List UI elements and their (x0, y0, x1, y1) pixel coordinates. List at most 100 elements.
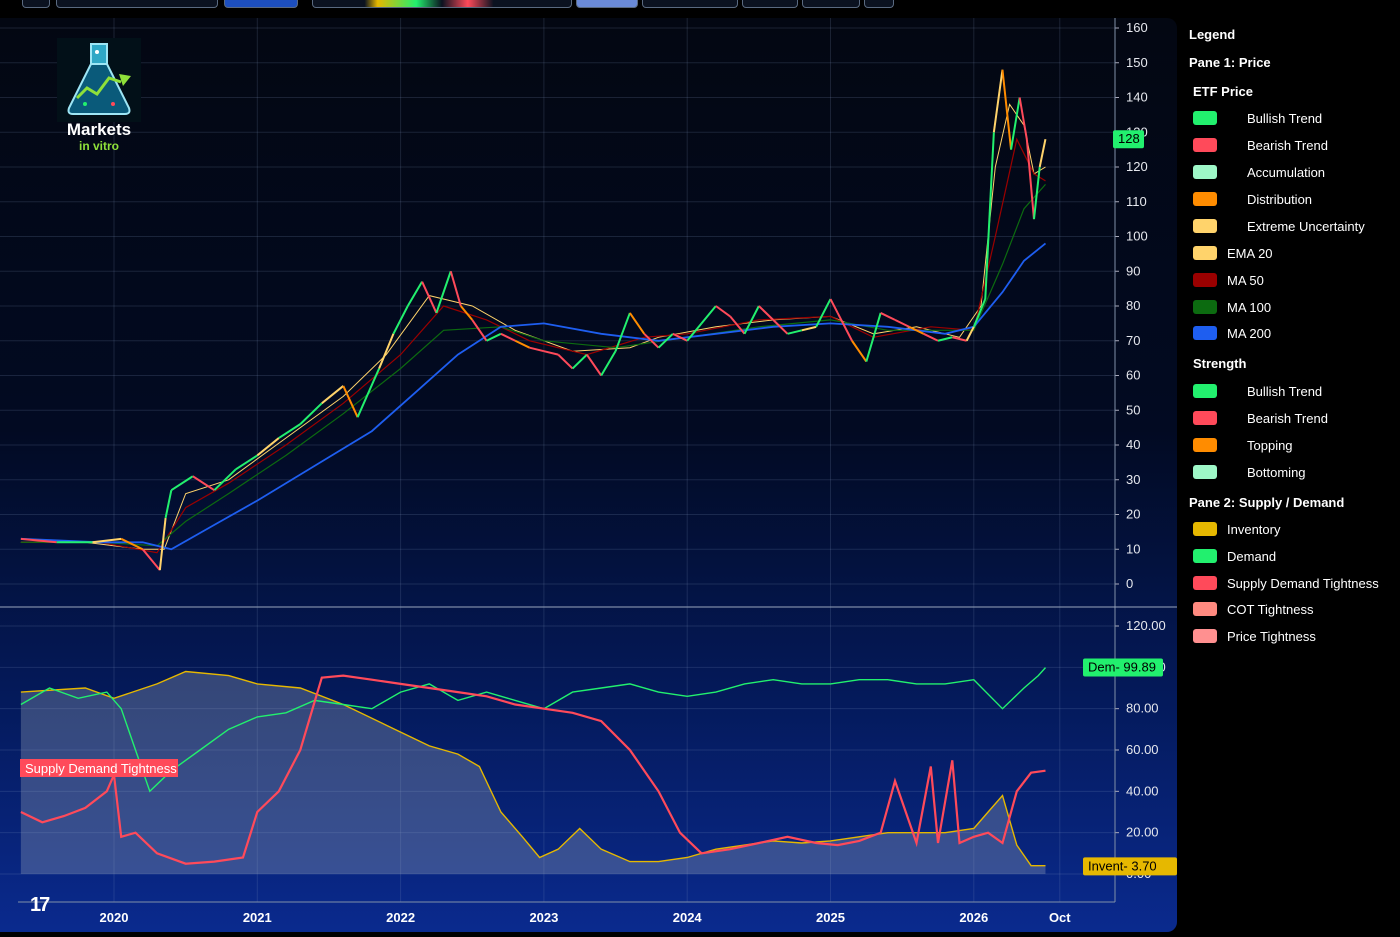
legend-swatch (1193, 300, 1217, 314)
price-segment (758, 305, 774, 321)
price-segment (1025, 139, 1035, 220)
toolbar-tab[interactable] (802, 0, 860, 8)
price-segment (1001, 69, 1013, 150)
last-price-label: 128 (1113, 130, 1144, 149)
price-segment (342, 385, 359, 418)
price-segment (164, 489, 173, 519)
price-segment (471, 319, 488, 342)
price-segment (158, 517, 167, 571)
price-segment (992, 69, 1004, 133)
x-tick-label: Oct (1049, 910, 1071, 925)
price-segment (299, 402, 323, 425)
price-segment (700, 305, 717, 325)
demand-last-label-text: Dem- 99.89 (1088, 660, 1156, 675)
legend-label: Bearish Trend (1247, 410, 1328, 426)
y-tick-label: 90 (1126, 263, 1140, 278)
price-segment (278, 423, 301, 439)
toolbar-tab[interactable] (642, 0, 738, 8)
legend-label: MA 50 (1227, 272, 1264, 288)
legend-label: Demand (1227, 548, 1277, 564)
price-segment (865, 312, 882, 362)
logo-text-markets: Markets (66, 120, 132, 139)
tradingview-logo-icon[interactable]: 17 (30, 894, 50, 916)
legend-title: Legend (1189, 27, 1236, 42)
price-segment (557, 353, 574, 370)
y-tick-label: 30 (1126, 472, 1140, 487)
y-tick-label: 40 (1126, 437, 1140, 452)
legend-item: Price Tightness (1193, 628, 1316, 644)
price-segment (571, 353, 588, 370)
toolbar-tab[interactable] (56, 0, 218, 8)
price-segment (952, 336, 967, 342)
y-tick-label: 120 (1126, 159, 1148, 174)
demand-last-label: Dem- 99.89 (1083, 658, 1163, 677)
toolbar-tab[interactable] (224, 0, 298, 8)
price-segment (894, 319, 910, 328)
price-segment (815, 298, 832, 328)
legend-item: Extreme Uncertainty (1193, 218, 1365, 234)
price-segment (657, 333, 674, 349)
y-tick-label: 110 (1126, 194, 1147, 209)
legend-label: Bearish Trend (1247, 137, 1328, 153)
legend-label: MA 200 (1227, 325, 1272, 341)
x-tick-label: 2022 (386, 910, 415, 925)
legend-label: MA 100 (1227, 299, 1272, 315)
inventory-last-label-bg (1083, 857, 1177, 876)
price-segment (972, 298, 987, 328)
legend-item: MA 100 (1193, 299, 1271, 315)
price-segment (449, 270, 462, 307)
legend-item: Bottoming (1193, 464, 1306, 480)
toolbar-tab[interactable] (22, 0, 50, 8)
price-segment (1010, 97, 1021, 150)
last-price-label-text: 128 (1118, 131, 1140, 146)
price-segment (836, 312, 853, 342)
price-segment (965, 326, 975, 342)
price-segment (486, 332, 502, 342)
x-tick-label: 2024 (673, 910, 703, 925)
legend-item: Bearish Trend (1193, 410, 1328, 426)
price-segment (1038, 138, 1047, 168)
legend-label: Extreme Uncertainty (1247, 218, 1365, 234)
price-segment (801, 325, 817, 332)
price-segment (772, 319, 789, 335)
toolbar-tab[interactable] (742, 0, 798, 8)
price-segment (586, 354, 603, 377)
legend-strength-title: Strength (1193, 356, 1247, 371)
price-segment (192, 475, 215, 492)
toolbar-tab[interactable] (864, 0, 894, 8)
price-segment (729, 315, 746, 335)
toolbar-tab[interactable] (312, 0, 572, 8)
y-tick-label: 10 (1126, 541, 1140, 556)
ma-100-line (20, 184, 1046, 547)
chart-panel[interactable]: 2020 2021 2022 2023 2024 2025 2026 Oct 0 10 20 30 40… (0, 18, 1177, 932)
legend-item: Distribution (1193, 191, 1312, 207)
price-segment (937, 336, 953, 342)
y-tick-label: 80 (1126, 298, 1140, 313)
legend-item: Topping (1193, 437, 1293, 453)
legend-item: Demand (1193, 548, 1276, 564)
price-segment (92, 537, 122, 544)
legend-swatch (1193, 165, 1217, 179)
y-tick-label: 50 (1126, 402, 1140, 417)
legend-swatch (1193, 411, 1217, 425)
series-layer (20, 69, 1047, 874)
price-segment (984, 132, 995, 300)
legend-swatch (1193, 246, 1217, 260)
chart-canvas[interactable]: 2020 2021 2022 2023 2024 2025 2026 Oct 0 10 20 30 40… (0, 18, 1177, 932)
annotation-text: Supply Demand Tightness (25, 761, 177, 776)
legend-item: Bullish Trend (1193, 110, 1322, 126)
price-segment (880, 312, 896, 321)
price-segment (787, 329, 803, 335)
price-segment (908, 325, 925, 335)
legend-pane1-title: Pane 1: Price (1189, 55, 1271, 70)
toolbar-tab[interactable] (576, 0, 638, 8)
price-segment (529, 346, 545, 353)
logo-text-in-vitro: in vitro (78, 139, 119, 153)
ma-200-line (20, 242, 1047, 551)
price-segment (120, 537, 144, 551)
legend-swatch (1193, 522, 1217, 536)
y-tick-label: 60.00 (1126, 742, 1159, 757)
legend-swatch (1193, 192, 1217, 206)
last-price-label-bg (1113, 130, 1144, 149)
supply-demand-tightness-tag: Supply Demand Tightness (20, 759, 178, 777)
